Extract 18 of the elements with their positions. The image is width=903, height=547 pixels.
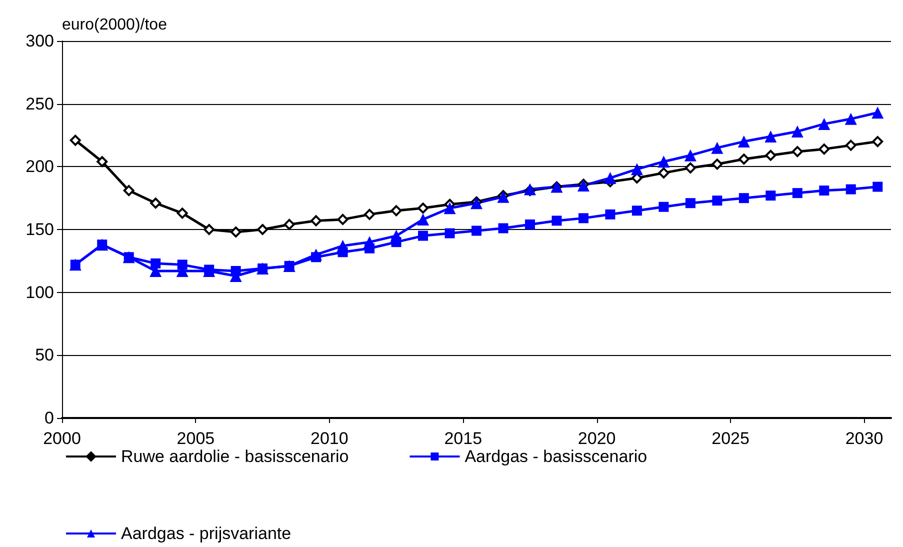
x-tick-label: 2025 xyxy=(712,429,750,448)
y-tick-label: 100 xyxy=(26,282,54,302)
legend-label: Aardgas - basisscenario xyxy=(464,447,648,466)
y-tick-label: 50 xyxy=(35,346,54,365)
y-tick-label: 0 xyxy=(44,408,54,428)
y-tick-label: 300 xyxy=(26,32,54,50)
x-tick-label: 2030 xyxy=(845,429,884,448)
y-axis-title: euro(2000)/toe xyxy=(62,16,168,34)
y-tick-label: 200 xyxy=(26,157,54,176)
x-tick-label: 2010 xyxy=(310,429,348,448)
legend-label: Aardgas - prijsvariante xyxy=(121,524,292,543)
y-tick-label: 150 xyxy=(26,220,54,239)
x-tick-label: 2005 xyxy=(176,429,215,448)
y-tick-label: 250 xyxy=(26,94,54,114)
x-tick-label: 2015 xyxy=(444,429,482,448)
x-tick-label: 2020 xyxy=(578,429,616,448)
x-tick-label: 2000 xyxy=(43,429,81,448)
legend-label: Ruwe aardolie - basisscenario xyxy=(121,447,349,466)
